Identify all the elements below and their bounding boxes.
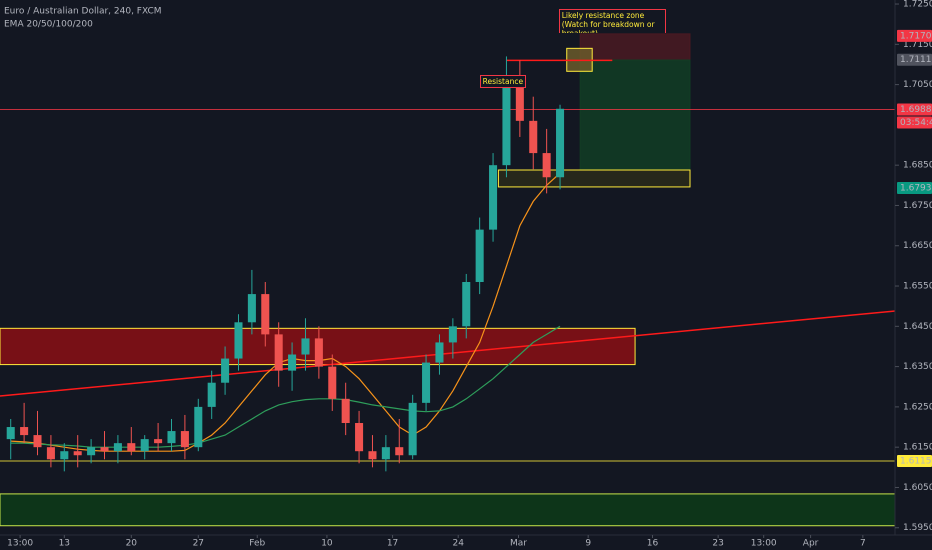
candle-body xyxy=(194,406,203,448)
y-tick-label: 1.59500 xyxy=(903,523,932,533)
price-label: 1.67934 xyxy=(900,183,932,193)
y-tick-label: 1.71500 xyxy=(903,40,932,50)
y-tick-label: 1.64500 xyxy=(903,322,932,332)
candle-body xyxy=(556,108,565,178)
zone xyxy=(497,169,691,188)
price-label: 1.61157 xyxy=(900,456,932,466)
x-tick-label: 7 xyxy=(860,539,866,549)
candle-body xyxy=(355,423,364,452)
x-tick-label: 9 xyxy=(585,539,591,549)
annotation: Likely resistance zone (Watch for breakd… xyxy=(558,8,666,33)
candle-body xyxy=(462,282,471,327)
countdown: 03:54:46 xyxy=(900,118,932,128)
zone xyxy=(579,33,691,61)
x-tick-label: 13:00 xyxy=(751,539,777,549)
y-tick-label: 1.72500 xyxy=(903,0,932,10)
y-tick-label: 1.70500 xyxy=(903,80,932,90)
annotation: Resistance xyxy=(479,75,527,89)
y-tick-label: 1.62500 xyxy=(903,402,932,412)
candle-body xyxy=(448,326,457,343)
candle-body xyxy=(6,427,15,440)
candle-body xyxy=(328,366,337,399)
trendline xyxy=(0,310,896,397)
x-tick-label: 24 xyxy=(452,539,464,549)
candle-body xyxy=(288,354,297,371)
candle-body xyxy=(408,402,417,456)
candle-body xyxy=(20,427,29,436)
x-tick-label: Feb xyxy=(249,539,265,549)
y-tick-label: 1.66500 xyxy=(903,241,932,251)
x-tick-label: 13:00 xyxy=(7,539,33,549)
candle-body xyxy=(381,447,390,460)
plot-area: Likely resistance zone (Watch for breakd… xyxy=(0,8,896,527)
candle-body xyxy=(502,76,511,166)
x-tick-label: Apr xyxy=(803,539,819,549)
y-tick-label: 1.61500 xyxy=(903,443,932,453)
candle-body xyxy=(46,447,55,460)
candle-body xyxy=(274,334,283,371)
x-tick-label: 17 xyxy=(387,539,398,549)
chart-title: Euro / Australian Dollar, 240, FXCM xyxy=(4,7,162,17)
candle-body xyxy=(127,443,136,452)
candle-body xyxy=(154,439,163,444)
candle-body xyxy=(113,443,122,452)
y-tick-label: 1.63500 xyxy=(903,362,932,372)
candle-body xyxy=(167,431,176,444)
y-tick-label: 1.68500 xyxy=(903,161,932,171)
candle-body xyxy=(87,447,96,456)
candle-body xyxy=(180,431,189,448)
zone xyxy=(579,59,691,171)
candle-body xyxy=(542,153,551,178)
x-tick-label: 16 xyxy=(647,539,659,549)
candle-body xyxy=(395,447,404,456)
price-label-bg xyxy=(897,103,932,116)
price-label: 1.71709 xyxy=(900,31,932,41)
x-tick-label: 10 xyxy=(321,539,333,549)
candle-body xyxy=(435,342,444,363)
annotation-text: Likely resistance zone (Watch for breakd… xyxy=(558,8,666,33)
price-label-bg xyxy=(897,181,932,194)
candle-body xyxy=(234,322,243,359)
candle-body xyxy=(221,358,230,383)
candle-body xyxy=(301,338,310,355)
x-tick-label: 23 xyxy=(712,539,723,549)
candle-body xyxy=(100,447,109,452)
y-tick-label: 1.60500 xyxy=(903,483,932,493)
candle-body xyxy=(261,294,270,335)
candle-body xyxy=(422,362,431,403)
countdown-bg xyxy=(897,116,932,129)
price-label: 1.71117 xyxy=(900,55,932,65)
price-label-bg xyxy=(897,454,932,467)
candle-body xyxy=(73,451,82,456)
price-label: 1.69882 xyxy=(900,105,932,115)
x-tick-label: 13 xyxy=(59,539,70,549)
candle-body xyxy=(515,76,524,121)
x-tick-label: Mar xyxy=(510,539,527,549)
candle-body xyxy=(207,382,216,407)
y-tick-label: 1.67500 xyxy=(903,201,932,211)
zone xyxy=(0,493,896,527)
y-tick-label: 1.65500 xyxy=(903,282,932,292)
candle-body xyxy=(341,398,350,424)
annotation-text: Resistance xyxy=(479,75,527,89)
candle-body xyxy=(314,338,323,367)
candle-body xyxy=(60,451,69,460)
candle-body xyxy=(33,435,42,448)
candle-body xyxy=(529,120,538,154)
x-tick-label: 27 xyxy=(193,539,204,549)
price-label-bg xyxy=(897,53,932,66)
candle-body xyxy=(140,439,149,452)
price-label-bg xyxy=(897,29,932,42)
candle-body xyxy=(489,165,498,230)
candle-body xyxy=(368,451,377,460)
indicator-legend: EMA 20/50/100/200 xyxy=(4,20,93,30)
candle-body xyxy=(475,229,484,283)
candle-body xyxy=(247,294,256,323)
x-tick-label: 20 xyxy=(126,539,138,549)
